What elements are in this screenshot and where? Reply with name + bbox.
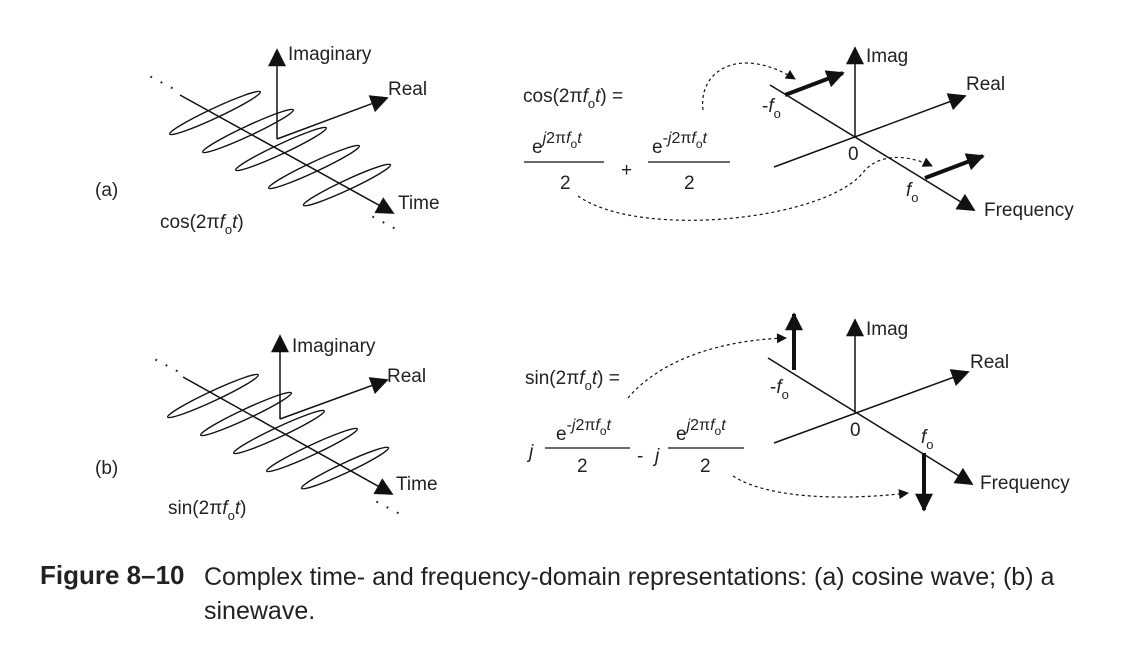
freq-real-axis-label-a: Real — [966, 74, 1005, 95]
pos-freq-phasor-a — [924, 153, 985, 180]
equation-lhs-b: sin(2πfot) = — [525, 368, 620, 393]
term2-numerator-a: e-j2πfot — [652, 130, 708, 158]
panel-a: (a) Imaginary Real Time · · · · · · cos(… — [95, 44, 1074, 238]
coef2-b: j — [652, 446, 660, 467]
helix-waveform-a — [168, 90, 392, 207]
neg-freq-label-b: -fo — [770, 377, 789, 402]
time-domain-axes-b — [182, 334, 394, 495]
time-axis-b — [182, 376, 394, 495]
freq-real-axis-label-b: Real — [970, 352, 1009, 373]
imag-axis-label-b: Imag — [866, 319, 908, 340]
ellipsis-end-b: · · · — [370, 491, 406, 523]
mapping-arrow-term2-a — [702, 62, 796, 111]
frequency-domain-axes-b — [767, 318, 974, 485]
term2-denominator-a: 2 — [684, 173, 695, 194]
panel-b-label: (b) — [95, 458, 118, 479]
frequency-axis-label-a: Frequency — [984, 200, 1074, 221]
equation-lhs-a: cos(2πfot) = — [523, 86, 623, 111]
term2-denominator-b: 2 — [700, 456, 711, 477]
waveform-label-b: sin(2πfot) — [168, 498, 246, 523]
time-axis-label-a: Time — [398, 193, 440, 214]
real-axis-a — [276, 95, 389, 140]
coef1-b: j — [526, 442, 534, 463]
time-domain-axes-a — [179, 48, 395, 214]
origin-label-a: 0 — [848, 144, 859, 165]
real-axis-b — [279, 377, 389, 420]
operator-a: + — [621, 160, 632, 181]
ellipsis-start-a: · · · — [144, 66, 180, 98]
equation-a: cos(2πfot) = ej2πfot 2 + e-j2πfot 2 — [523, 86, 730, 194]
ellipsis-start-b: · · · — [149, 349, 185, 381]
mapping-arrow-term1-a — [577, 156, 933, 221]
equation-b: sin(2πfot) = j e-j2πfot 2 - j ej2πfot 2 — [525, 368, 744, 477]
caption-text: Complex time- and frequency-domain repre… — [204, 563, 1055, 625]
mapping-arrow-term2-b — [732, 475, 909, 500]
frequency-axis-b — [767, 357, 974, 485]
term1-denominator-a: 2 — [560, 173, 571, 194]
frequency-axis-label-b: Frequency — [980, 473, 1070, 494]
ellipsis-end-a: · · · — [366, 206, 402, 238]
term1-denominator-b: 2 — [577, 456, 588, 477]
neg-freq-label-a: -fo — [762, 96, 781, 121]
freq-real-axis-a — [773, 93, 967, 168]
origin-label-b: 0 — [850, 420, 861, 441]
imag-axis-label-a: Imag — [866, 46, 908, 67]
caption-label: Figure 8–10 — [40, 560, 185, 590]
helix-waveform-b — [166, 373, 390, 490]
mapping-arrow-term1-b — [627, 333, 787, 399]
panel-b: (b) Imaginary Real Time · · · · · · sin(… — [95, 312, 1070, 523]
pos-freq-label-b: fo — [921, 427, 934, 452]
imaginary-axis-label-b: Imaginary — [292, 336, 376, 357]
term2-numerator-b: ej2πfot — [676, 417, 726, 445]
real-axis-label-b: Real — [387, 366, 426, 387]
freq-real-axis-b — [773, 369, 970, 444]
frequency-domain-axes-a — [769, 46, 976, 211]
imaginary-axis-label-a: Imaginary — [288, 44, 372, 65]
time-axis-label-b: Time — [396, 474, 438, 495]
operator-b: - — [637, 446, 643, 467]
neg-freq-phasor-a — [784, 70, 845, 97]
panel-a-label: (a) — [95, 180, 118, 201]
frequency-axis-a — [769, 84, 976, 211]
term1-numerator-b: e-j2πfot — [556, 417, 612, 445]
real-axis-label-a: Real — [388, 79, 427, 100]
pos-freq-label-a: fo — [906, 180, 919, 205]
term1-numerator-a: ej2πfot — [532, 130, 582, 158]
time-axis-a — [179, 94, 395, 214]
waveform-label-a: cos(2πfot) — [160, 212, 244, 237]
